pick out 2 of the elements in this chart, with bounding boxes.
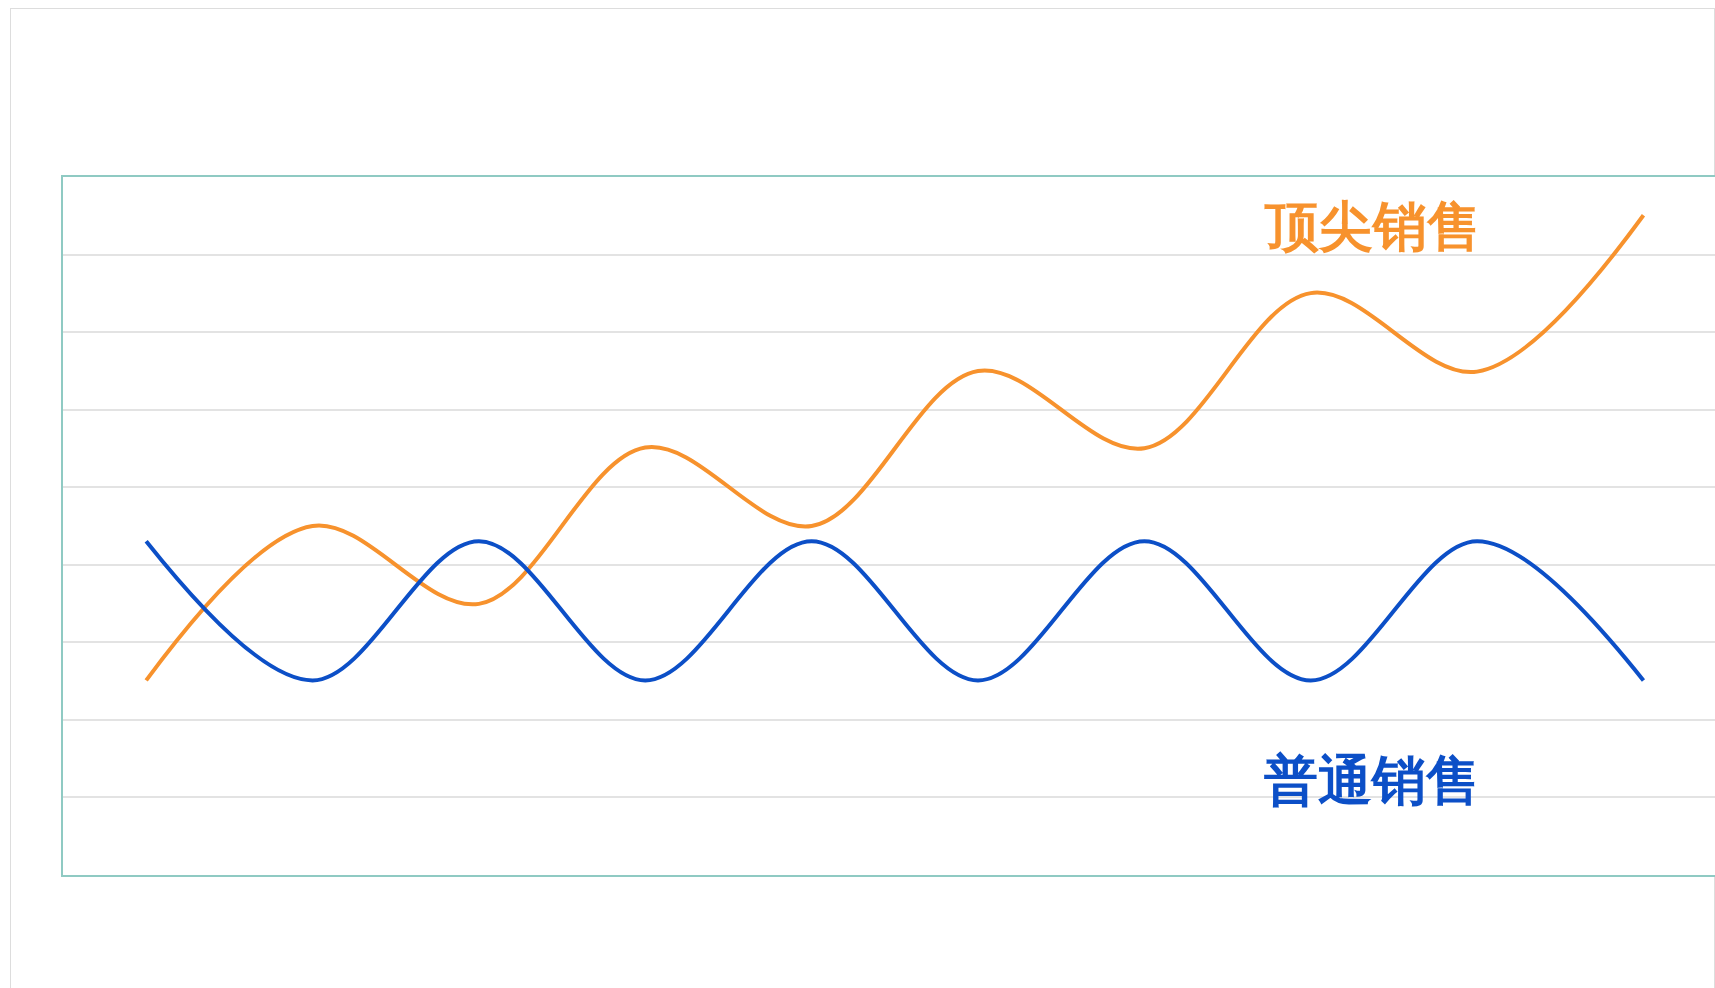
series-label: 普通销售: [1264, 749, 1480, 812]
series-label: 顶尖销售: [1264, 195, 1481, 258]
